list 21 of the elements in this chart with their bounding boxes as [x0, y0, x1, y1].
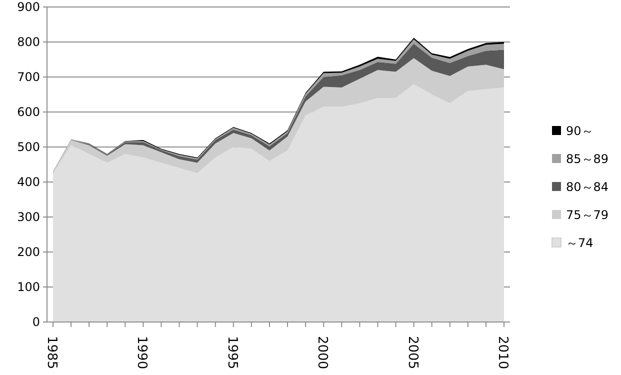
y-tick-label: 200 [17, 245, 40, 259]
legend-label: 75～79 [566, 208, 609, 222]
y-tick-label: 800 [17, 35, 40, 49]
x-tick-label: 2005 [404, 336, 420, 370]
y-tick-label: 900 [17, 0, 40, 14]
x-tick-label: 1985 [44, 336, 59, 370]
x-tick-label: 1990 [134, 336, 150, 370]
y-tick-label: 400 [17, 175, 40, 189]
y-tick-label: 700 [17, 70, 40, 84]
y-tick-label: 0 [32, 315, 40, 329]
legend-label: 80～84 [566, 180, 609, 194]
y-tick-label: 100 [17, 280, 40, 294]
legend-label: 85～89 [566, 152, 609, 166]
x-tick-label: 1995 [224, 336, 240, 370]
y-tick-label: 600 [17, 105, 40, 119]
y-tick-label: 500 [17, 140, 40, 154]
y-tick-label: 300 [17, 210, 40, 224]
legend-label: 90～ [566, 124, 594, 138]
legend-label: ～74 [566, 236, 594, 250]
x-tick-label: 2010 [495, 336, 510, 370]
x-tick-label: 2000 [314, 336, 330, 370]
